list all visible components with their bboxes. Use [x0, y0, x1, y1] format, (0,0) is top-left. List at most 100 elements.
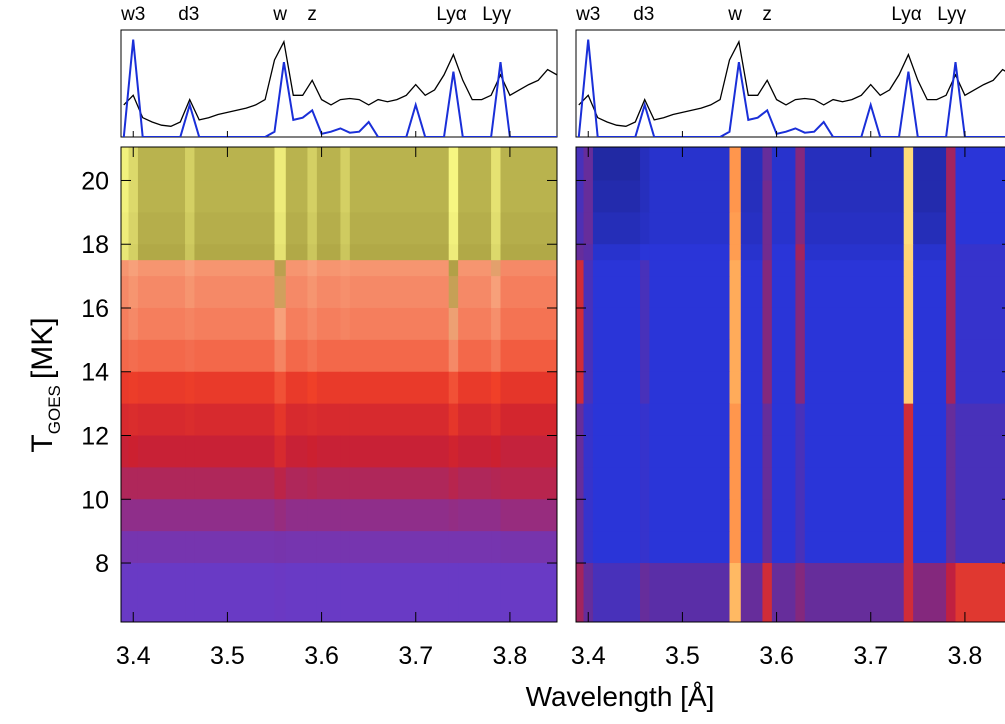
heat-cell	[137, 147, 186, 181]
heat-cell	[576, 147, 585, 181]
heat-cell	[316, 339, 341, 373]
line-label: z	[762, 4, 772, 25]
heat-cell	[274, 371, 287, 405]
heat-cell	[795, 403, 806, 437]
heat-cell	[500, 260, 557, 277]
heat-cell	[946, 260, 956, 277]
y-label-main: T	[26, 434, 59, 452]
heat-cell	[903, 339, 914, 373]
heat-cell	[349, 435, 450, 468]
heat-cell	[128, 499, 139, 532]
heat-cell	[740, 499, 763, 532]
heat-cell	[913, 531, 947, 564]
heat-cell	[316, 435, 341, 468]
heat-cell	[740, 212, 763, 245]
heat-cell	[640, 276, 650, 309]
heat-cell	[491, 147, 501, 181]
heat-cell	[285, 180, 308, 213]
heat-cell	[137, 276, 186, 309]
heatmap	[576, 147, 1005, 622]
heat-cell	[458, 180, 492, 213]
heat-cell	[795, 435, 806, 468]
heat-cell	[640, 403, 650, 437]
heat-cell	[649, 531, 730, 564]
heat-cell	[340, 180, 351, 213]
x-tick-label: 3.6	[304, 642, 339, 670]
heat-cell	[500, 339, 557, 373]
heat-cell	[185, 339, 195, 373]
heat-cell	[185, 531, 195, 564]
heat-cell	[740, 371, 763, 405]
heat-cell	[194, 435, 275, 468]
heat-cell	[491, 371, 501, 405]
heat-cell	[913, 499, 947, 532]
heat-cell	[913, 339, 947, 373]
heat-cell	[903, 531, 914, 564]
heat-cell	[795, 244, 806, 261]
line-label: d3	[178, 4, 199, 25]
heat-cell	[946, 499, 956, 532]
heat-cell	[795, 371, 806, 405]
heat-cell	[194, 244, 275, 261]
y-tick-label: 10	[81, 486, 109, 514]
heat-cell	[729, 260, 742, 277]
heat-cell	[185, 467, 195, 500]
x-tick-label: 3.5	[665, 642, 700, 670]
heat-cell	[640, 371, 650, 405]
heat-cell	[649, 276, 730, 309]
heat-cell	[274, 531, 287, 564]
heat-cell	[458, 307, 492, 341]
heat-cell	[649, 260, 730, 277]
heat-cell	[576, 563, 585, 622]
y-tick-label: 8	[95, 550, 109, 578]
heat-cell	[349, 244, 450, 261]
heat-cell	[946, 435, 956, 468]
heat-cell	[804, 307, 905, 341]
heat-cell	[458, 467, 492, 500]
heat-cell	[640, 467, 650, 500]
x-tick-label: 3.4	[571, 642, 606, 670]
x-tick-label: 3.5	[210, 642, 245, 670]
heat-cell	[576, 531, 585, 564]
heat-cell	[194, 467, 275, 500]
heat-cell	[491, 244, 501, 261]
spectrum	[577, 39, 1005, 137]
heat-cell	[349, 467, 450, 500]
heat-cell	[194, 371, 275, 405]
line-label: w3	[575, 4, 600, 25]
heat-cell	[194, 147, 275, 181]
heat-cell	[592, 531, 641, 564]
heat-cell	[955, 531, 1005, 564]
heat-cell	[640, 212, 650, 245]
heat-cell	[576, 371, 585, 405]
heat-cell	[729, 147, 742, 181]
heat-cell	[762, 403, 773, 437]
heat-cell	[649, 180, 730, 213]
heat-cell	[946, 276, 956, 309]
heat-cell	[307, 499, 318, 532]
heat-cell	[903, 403, 914, 437]
heat-cell	[946, 180, 956, 213]
heat-cell	[340, 435, 351, 468]
heat-cell	[762, 435, 773, 468]
spectrum-line	[122, 39, 557, 137]
x-tick-label: 3.7	[853, 642, 888, 670]
line-label: d3	[633, 4, 654, 25]
heat-cell	[903, 499, 914, 532]
heat-cell	[128, 147, 139, 181]
heat-cell	[946, 212, 956, 245]
heat-cell	[316, 260, 341, 277]
heat-cell	[740, 435, 763, 468]
heat-cell	[955, 467, 1005, 500]
heat-cell	[804, 244, 905, 261]
heat-cell	[185, 307, 195, 341]
heat-cell	[285, 212, 308, 245]
heat-cell	[491, 403, 501, 437]
heat-cell	[913, 403, 947, 437]
heat-cell	[804, 147, 905, 181]
heat-cell	[307, 563, 318, 622]
heat-cell	[500, 307, 557, 341]
heat-cell	[448, 276, 459, 309]
line-label: z	[307, 4, 317, 25]
